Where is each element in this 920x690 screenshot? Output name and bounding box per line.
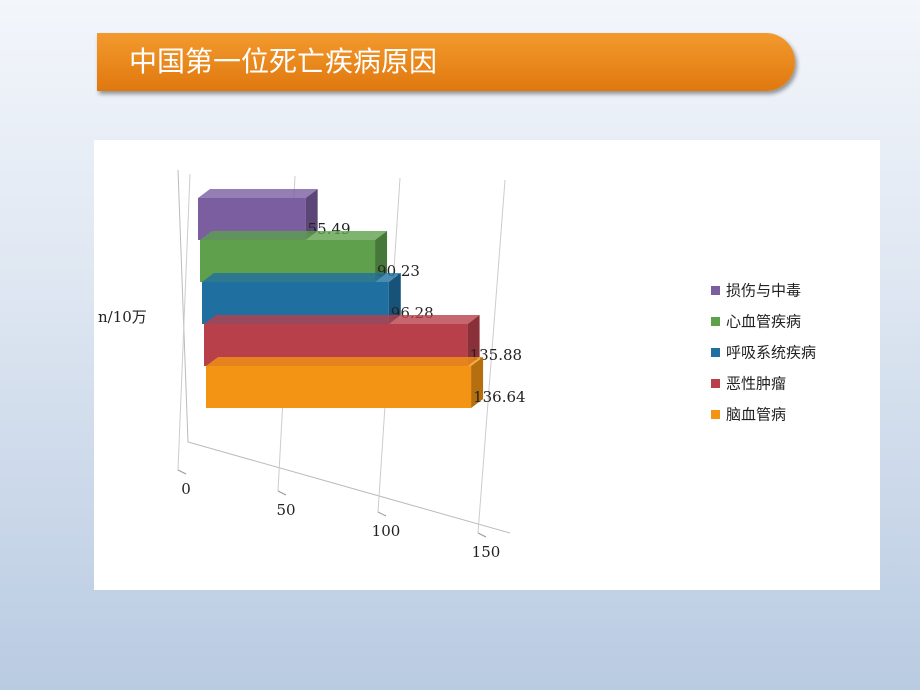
tick-mark [477, 532, 487, 538]
grid-line [477, 179, 506, 534]
x-tick-label: 50 [276, 501, 295, 519]
axis-label: n/10万 [98, 308, 147, 326]
bar-top [200, 231, 388, 240]
legend-swatch [711, 410, 720, 419]
tick-mark [277, 490, 287, 496]
bar-top [202, 273, 401, 282]
legend-label: 脑血管病 [726, 406, 786, 424]
legend-label: 损伤与中毒 [726, 282, 801, 300]
legend-label: 呼吸系统疾病 [726, 344, 816, 362]
tick-mark [377, 511, 387, 517]
legend-swatch [711, 348, 720, 357]
legend-label: 心血管疾病 [726, 313, 801, 331]
legend-swatch [711, 379, 720, 388]
title-banner: 中国第一位死亡疾病原因 [97, 33, 795, 91]
axis-wall [177, 169, 511, 534]
bar-top [206, 357, 484, 366]
bar-side [467, 315, 480, 366]
legend-label: 恶性肿瘤 [726, 375, 786, 393]
bar-side [388, 273, 401, 324]
tick-mark [177, 469, 187, 475]
bar-side [375, 231, 388, 282]
bar-side [471, 357, 484, 408]
chart: n/10万 05010015055.49损伤与中毒90.23心血管疾病96.28… [94, 140, 880, 590]
x-tick-label: 100 [372, 522, 401, 540]
grid-line [177, 173, 191, 471]
legend-swatch [711, 286, 720, 295]
bar-top [204, 315, 480, 324]
legend-swatch [711, 317, 720, 326]
value-label: 136.64 [473, 388, 526, 406]
x-tick-label: 150 [472, 543, 501, 561]
bar [206, 366, 472, 408]
bar-side [305, 189, 318, 240]
x-tick-label: 0 [181, 480, 191, 498]
bar-top [198, 189, 318, 198]
